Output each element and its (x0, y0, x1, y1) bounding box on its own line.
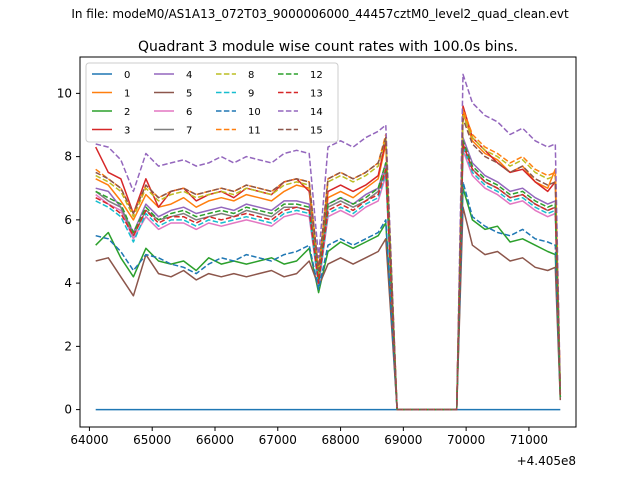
series-line-14 (95, 73, 562, 411)
y-axis: 0 2 4 6 8 10 (57, 86, 80, 417)
y-tick-label: 8 (64, 150, 72, 164)
legend-label-15: 15 (310, 126, 323, 137)
legend-label-7: 7 (186, 126, 192, 137)
legend-label-10: 10 (248, 107, 261, 118)
x-axis: 64000 65000 66000 67000 68000 69000 70000 71000 (70, 427, 548, 447)
series-line-8 (95, 114, 562, 411)
legend-box (85, 62, 339, 143)
legend-label-4: 4 (186, 70, 192, 81)
legend-label-9: 9 (248, 89, 254, 100)
chart-title: Quadrant 3 module wise count rates with … (138, 39, 518, 55)
legend-label-5: 5 (186, 89, 192, 100)
legend-label-3: 3 (124, 126, 130, 137)
x-tick-label: 64000 (70, 433, 108, 447)
series-line-5 (95, 206, 562, 411)
x-tick-label: 69000 (384, 433, 422, 447)
x-tick-label: 71000 (510, 433, 548, 447)
legend-label-11: 11 (248, 126, 261, 137)
x-tick-label: 67000 (259, 433, 297, 447)
legend-label-12: 12 (310, 70, 323, 81)
series-line-15 (95, 117, 562, 411)
x-offset-label: +4.405e8 (517, 454, 576, 468)
chart-suptitle: In file: modeM0/AS1A13_072T03_9000006000… (71, 7, 569, 21)
series-line-12 (95, 140, 562, 411)
y-tick-label: 6 (64, 213, 72, 227)
legend-label-1: 1 (124, 89, 130, 100)
x-tick-label: 65000 (133, 433, 171, 447)
y-tick-label: 4 (64, 276, 72, 290)
series-line-13 (95, 143, 562, 411)
series-line-9 (95, 146, 562, 411)
legend-label-2: 2 (124, 107, 130, 118)
series-line-3 (95, 105, 562, 411)
plot-lines (95, 73, 562, 411)
legend-label-8: 8 (248, 70, 254, 81)
legend-label-14: 14 (310, 107, 323, 118)
y-tick-label: 2 (64, 339, 72, 353)
axes-frame (79, 56, 577, 428)
x-tick-label: 66000 (196, 433, 234, 447)
y-tick-label: 0 (64, 403, 72, 417)
legend-label-0: 0 (124, 70, 130, 81)
series-line-2 (95, 187, 562, 411)
y-tick-label: 10 (57, 86, 72, 100)
legend-label-13: 13 (310, 89, 323, 100)
x-tick-label: 70000 (447, 433, 485, 447)
legend-label-6: 6 (186, 107, 192, 118)
series-line-10 (95, 181, 562, 411)
x-tick-label: 68000 (321, 433, 359, 447)
